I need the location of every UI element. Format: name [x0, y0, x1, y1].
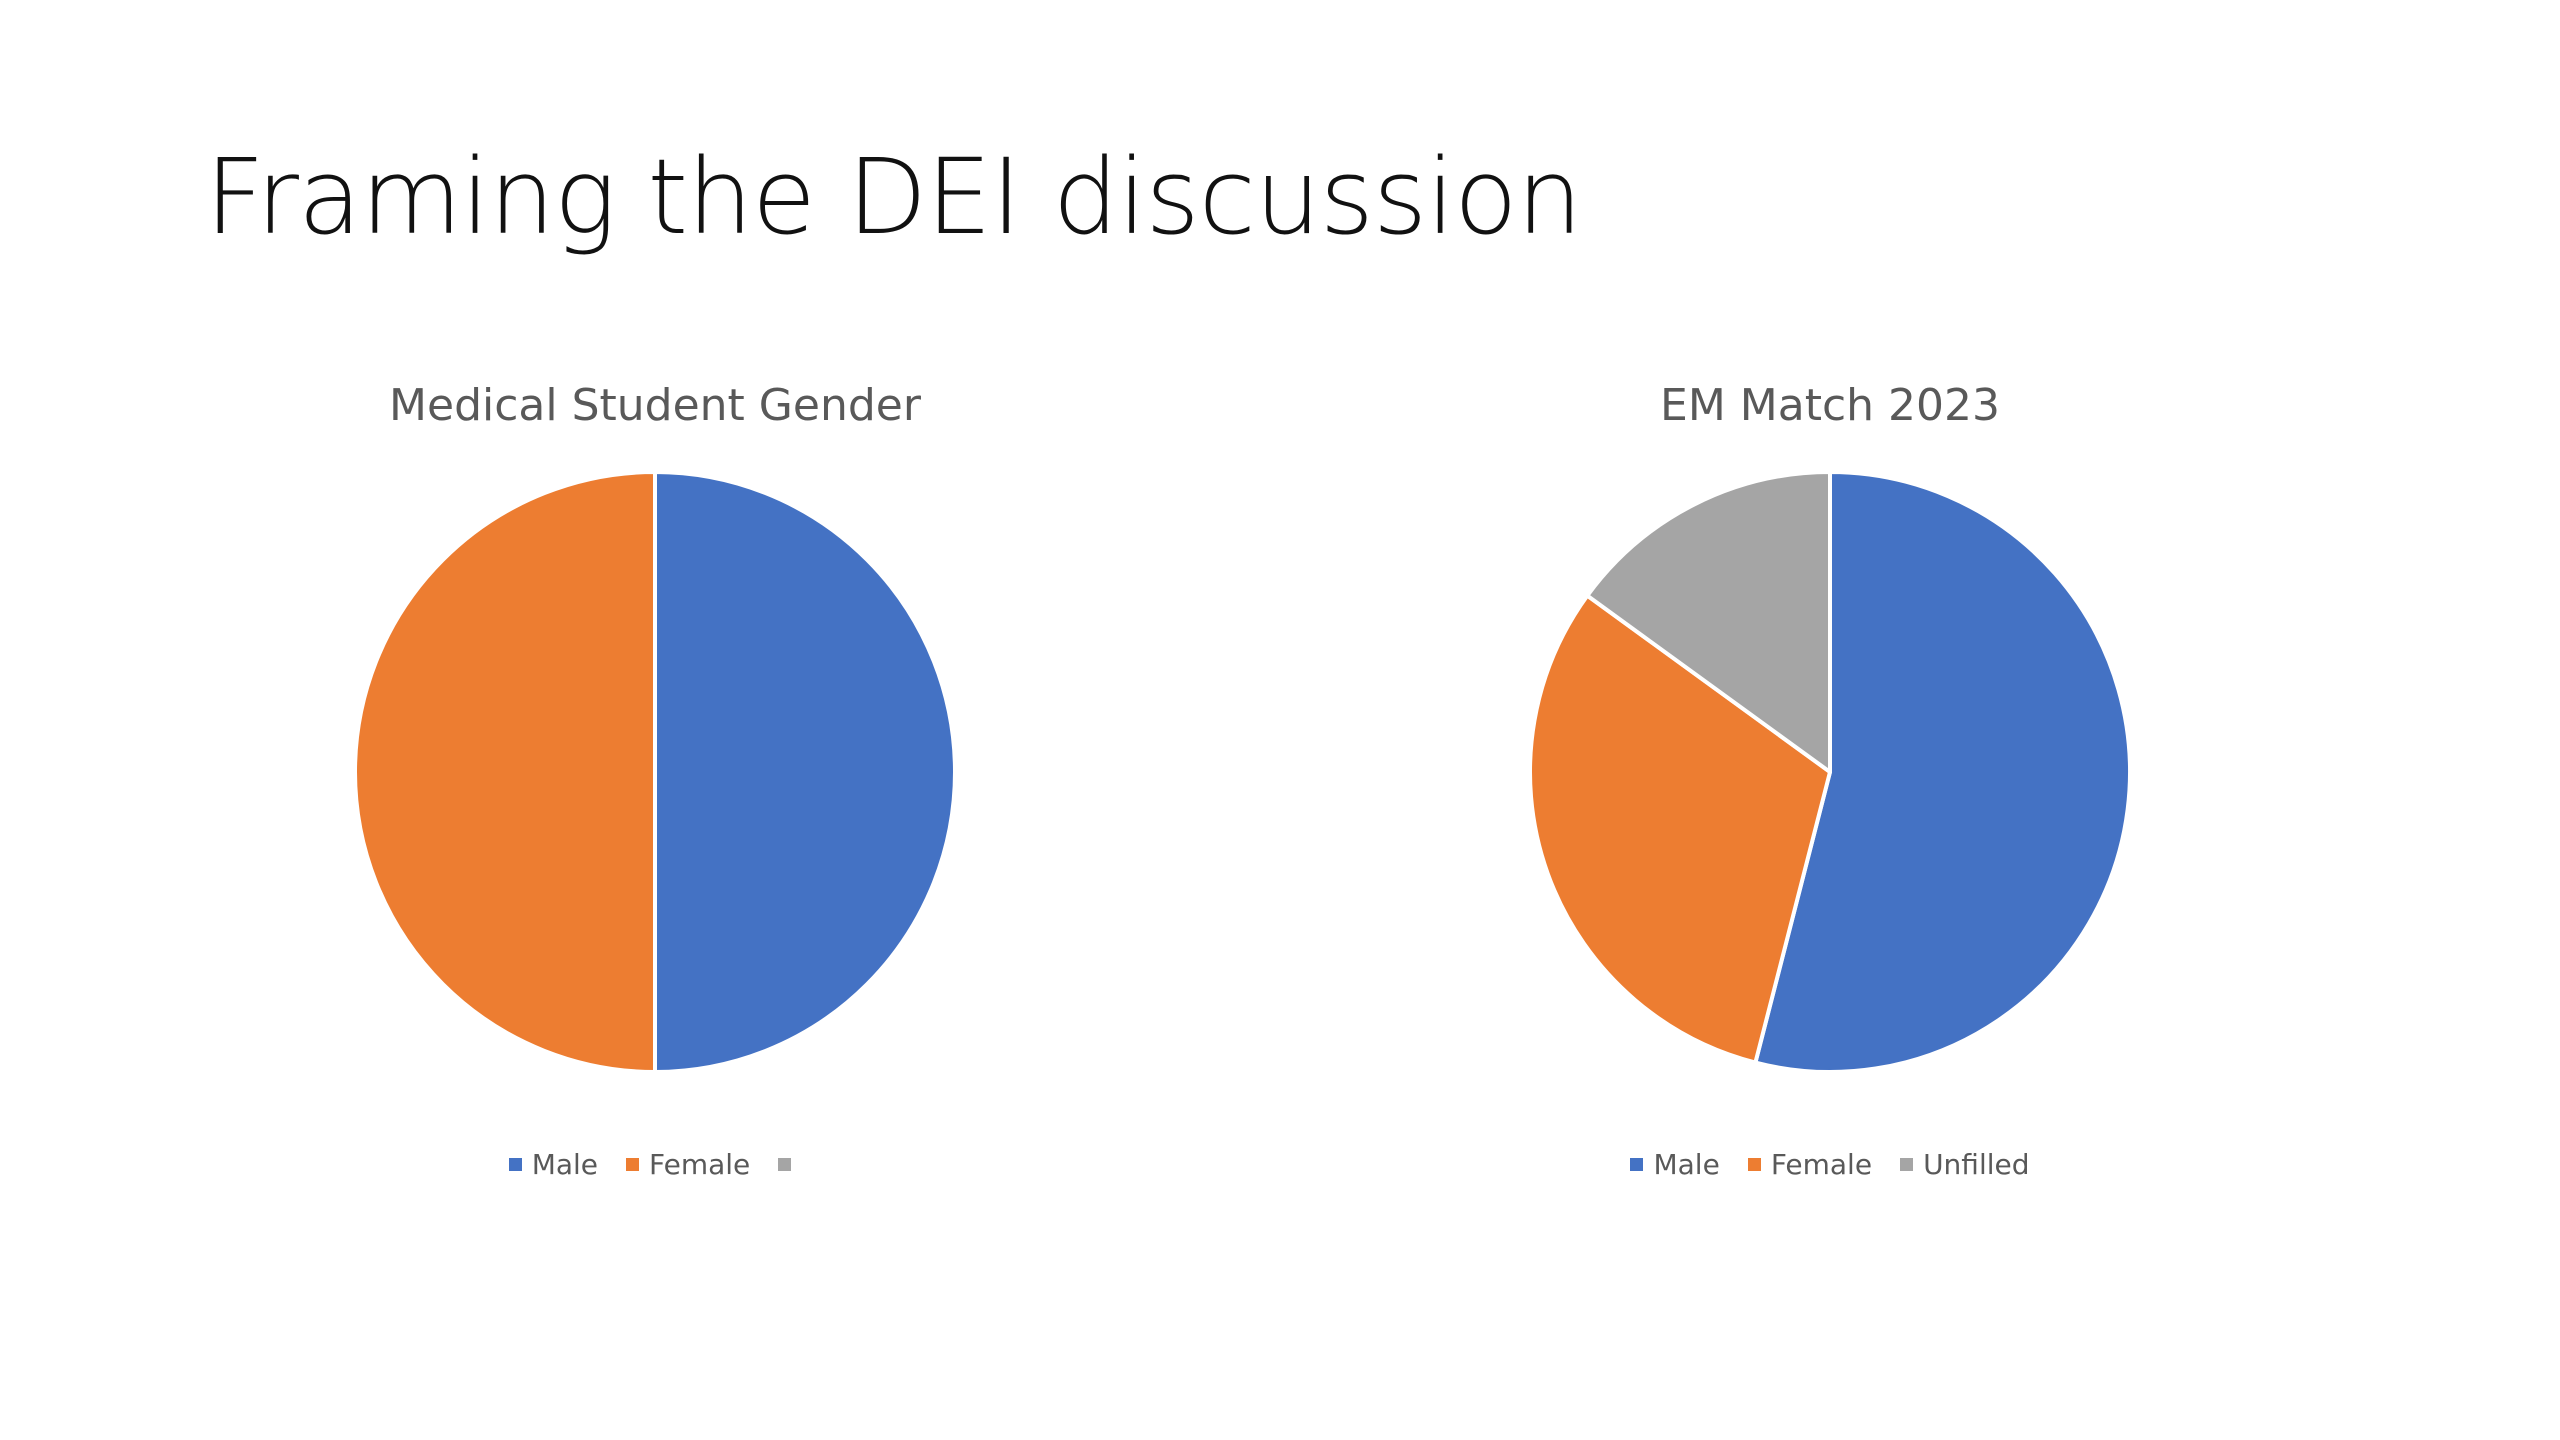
legend-label: Female [1770, 1148, 1873, 1181]
legend-item-unfilled: Unfilled [1900, 1148, 2030, 1181]
legend-swatch [778, 1158, 792, 1171]
legend-swatch [1630, 1158, 1644, 1171]
legend-item-female: Female [1747, 1148, 1873, 1181]
pie-slice-female [1528, 593, 1832, 1065]
chart-title: EM Match 2023 [1660, 380, 2000, 431]
legend: Male Female [255, 1148, 1055, 1181]
legend-label: Male [1653, 1148, 1720, 1181]
pie-slice-female [353, 470, 657, 1074]
slide-title: Framing the DEI discussion [205, 136, 1583, 258]
chart-title: Medical Student Gender [389, 380, 921, 431]
pie-slice-male [653, 470, 957, 1074]
pie-svg [1528, 470, 2132, 1074]
pie-svg [353, 470, 957, 1074]
legend-label: Male [531, 1148, 599, 1181]
pie-slice-male [1753, 470, 2132, 1074]
legend-swatch [626, 1158, 640, 1171]
legend-item-male: Male [508, 1148, 599, 1181]
pie-chart-medical-student-gender: Medical Student Gender Male Female [255, 380, 1055, 1200]
legend-swatch [508, 1158, 522, 1171]
legend-label: Unfilled [1923, 1148, 2030, 1181]
legend-item-series-3 [778, 1148, 801, 1181]
legend-label: Female [649, 1148, 751, 1181]
legend-swatch [1900, 1158, 1914, 1171]
legend-swatch [1747, 1158, 1761, 1171]
pie-slice-unfilled [1585, 470, 1832, 774]
pie-chart-em-match-2023: EM Match 2023 Male Female Unfilled [1430, 380, 2230, 1200]
legend: Male Female Unfilled [1430, 1148, 2230, 1181]
legend-item-male: Male [1630, 1148, 1720, 1181]
legend-item-female: Female [626, 1148, 750, 1181]
